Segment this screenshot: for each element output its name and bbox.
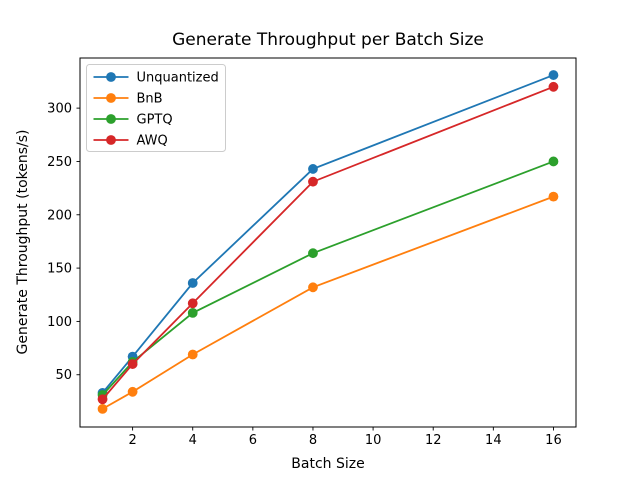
series-line-bnb <box>102 195 554 410</box>
legend-label: Unquantized <box>137 71 219 86</box>
data-point <box>187 349 198 360</box>
y-axis-label: Generate Throughput (tokens/s) <box>15 130 31 355</box>
legend-entry: AWQ <box>93 134 168 149</box>
data-point <box>127 359 138 369</box>
legend-entry: Unquantized <box>93 71 219 86</box>
x-tick-label: 16 <box>545 433 562 448</box>
data-point <box>548 156 559 167</box>
data-point <box>187 307 198 318</box>
x-axis-label: Batch Size <box>291 456 364 472</box>
legend-entry: BnB <box>93 92 163 107</box>
legend-label: GPTQ <box>137 113 173 128</box>
y-tick-label: 250 <box>47 155 72 170</box>
y-tick-label: 50 <box>55 368 72 383</box>
data-point <box>548 70 559 80</box>
legend-swatch-marker <box>106 93 116 103</box>
data-point <box>97 403 108 414</box>
legend: Unquantized BnB GPTQ AWQ <box>86 64 226 152</box>
y-tick-label: 200 <box>47 208 72 223</box>
x-tick-label: 4 <box>189 433 197 448</box>
data-point <box>187 298 198 309</box>
legend-swatch-marker <box>106 135 116 145</box>
x-tick-label: 14 <box>485 433 502 448</box>
x-tick-label: 8 <box>309 433 317 448</box>
data-point <box>308 164 318 174</box>
legend-box <box>86 64 226 152</box>
data-point <box>308 176 318 187</box>
data-point <box>548 191 559 202</box>
data-point <box>97 394 108 405</box>
data-point <box>308 282 318 293</box>
x-tick-label: 2 <box>128 433 136 448</box>
data-point <box>127 386 138 397</box>
y-tick-label: 300 <box>47 102 72 117</box>
data-point <box>187 278 198 288</box>
data-point <box>308 248 318 259</box>
legend-label: AWQ <box>137 134 168 149</box>
y-tick-label: 150 <box>47 262 72 277</box>
plot-border <box>79 57 577 428</box>
plot-area: 2 4 6 8 10 12 14 16 50 100 150 200 250 300 <box>47 57 577 448</box>
series-line-gptq <box>101 160 554 396</box>
y-tick-label: 100 <box>47 315 72 330</box>
x-tick-label: 10 <box>365 433 382 448</box>
x-tick-label: 12 <box>425 433 442 448</box>
legend-label: BnB <box>137 92 163 107</box>
legend-swatch-marker <box>106 72 116 82</box>
legend-entry: GPTQ <box>93 113 173 128</box>
data-point <box>548 81 559 92</box>
legend-swatch-marker <box>106 114 116 124</box>
x-tick-label: 6 <box>249 433 257 448</box>
chart-title: Generate Throughput per Batch Size <box>172 30 484 50</box>
